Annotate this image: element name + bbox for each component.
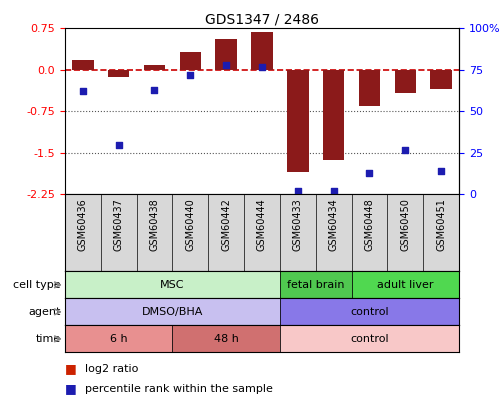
Text: fetal brain: fetal brain <box>287 280 344 290</box>
Text: ■: ■ <box>65 382 81 395</box>
Bar <box>72 60 93 70</box>
Point <box>365 170 373 176</box>
Bar <box>180 52 201 70</box>
Text: DMSO/BHA: DMSO/BHA <box>142 307 203 317</box>
Point <box>186 72 194 78</box>
Bar <box>287 70 308 172</box>
Point <box>401 146 409 153</box>
Bar <box>280 325 459 352</box>
Bar <box>431 70 452 89</box>
Point <box>294 188 302 194</box>
Bar <box>65 325 172 352</box>
Point <box>437 168 445 175</box>
Point <box>115 141 123 148</box>
Point <box>222 62 230 68</box>
Bar <box>280 298 459 325</box>
Point <box>330 188 338 194</box>
Bar <box>65 298 280 325</box>
Text: GSM60442: GSM60442 <box>221 198 231 251</box>
Text: control: control <box>350 307 389 317</box>
Text: GDS1347 / 2486: GDS1347 / 2486 <box>205 12 319 26</box>
Bar <box>216 39 237 70</box>
Bar <box>359 70 380 106</box>
Text: GSM60448: GSM60448 <box>364 198 374 251</box>
Bar <box>144 66 165 70</box>
Text: log2 ratio: log2 ratio <box>85 364 138 373</box>
Text: ■: ■ <box>65 362 81 375</box>
Bar <box>323 70 344 160</box>
Bar <box>172 325 280 352</box>
Text: GSM60436: GSM60436 <box>78 198 88 251</box>
Text: GSM60438: GSM60438 <box>150 198 160 251</box>
Text: GSM60437: GSM60437 <box>114 198 124 251</box>
Text: GSM60434: GSM60434 <box>329 198 339 251</box>
Bar <box>251 32 273 70</box>
Text: adult liver: adult liver <box>377 280 434 290</box>
Point <box>258 63 266 70</box>
Text: GSM60451: GSM60451 <box>436 198 446 251</box>
Bar <box>65 271 280 298</box>
Bar <box>108 70 129 77</box>
Point <box>79 88 87 95</box>
Text: MSC: MSC <box>160 280 185 290</box>
Text: cell type: cell type <box>13 280 61 290</box>
Text: 48 h: 48 h <box>214 334 239 344</box>
Text: GSM60450: GSM60450 <box>400 198 410 251</box>
Text: agent: agent <box>28 307 61 317</box>
Text: time: time <box>35 334 61 344</box>
Bar <box>280 271 352 298</box>
Text: percentile rank within the sample: percentile rank within the sample <box>85 384 273 394</box>
Text: control: control <box>350 334 389 344</box>
Text: GSM60433: GSM60433 <box>293 198 303 251</box>
Bar <box>352 271 459 298</box>
Text: GSM60440: GSM60440 <box>185 198 195 251</box>
Text: 6 h: 6 h <box>110 334 127 344</box>
Text: GSM60444: GSM60444 <box>257 198 267 251</box>
Point <box>151 87 159 93</box>
Bar <box>395 70 416 93</box>
